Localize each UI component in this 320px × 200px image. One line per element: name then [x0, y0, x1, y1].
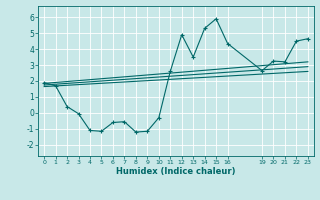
- X-axis label: Humidex (Indice chaleur): Humidex (Indice chaleur): [116, 167, 236, 176]
